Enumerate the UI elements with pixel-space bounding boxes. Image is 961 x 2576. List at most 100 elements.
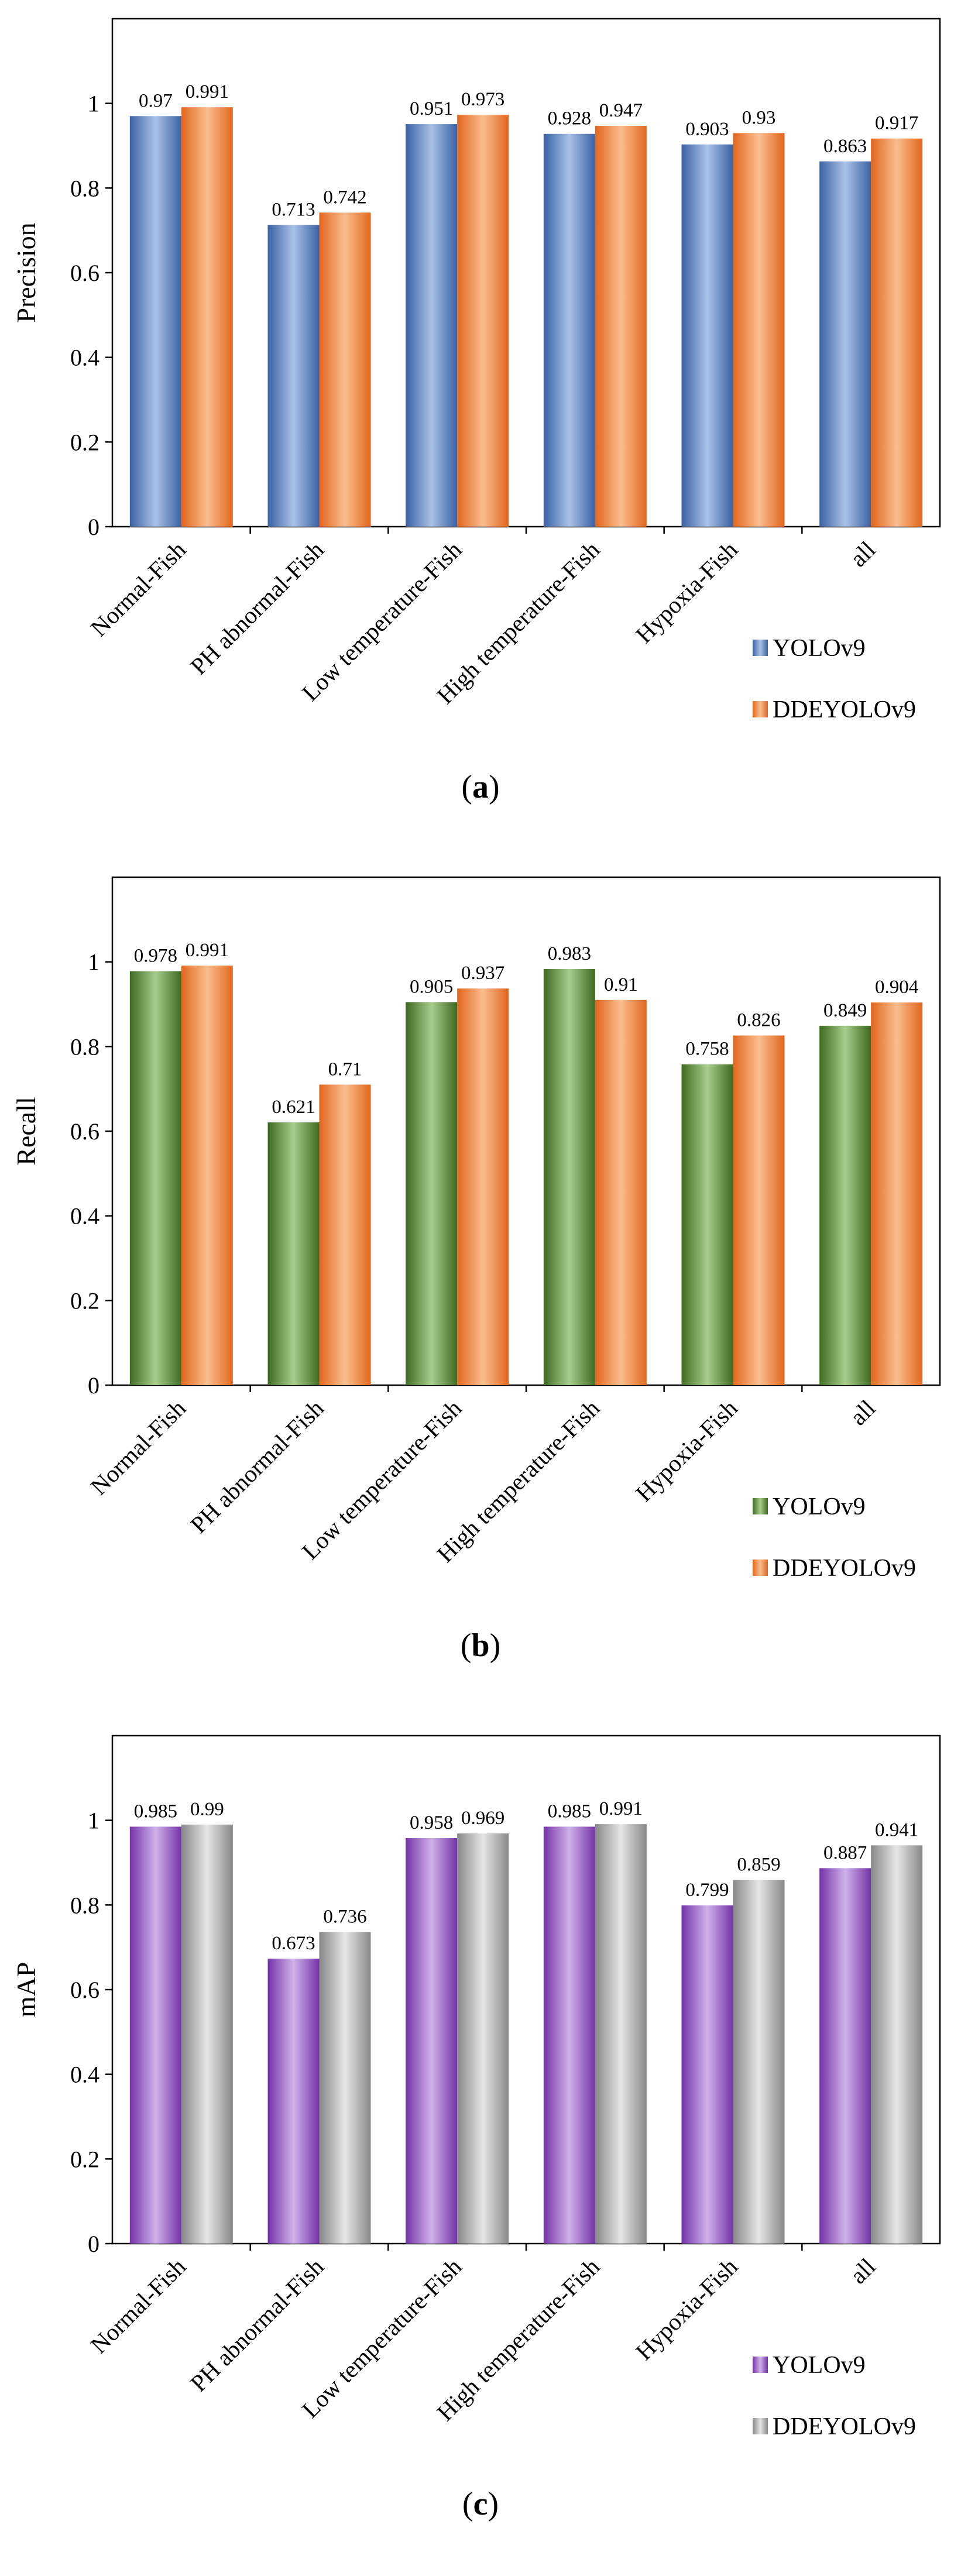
data-label: 0.736 [323, 1907, 366, 1928]
data-label: 0.742 [323, 187, 366, 208]
chart-b: 0 0.2 0.4 0.6 0.8 1 Recall 0.978 0.991 Normal-Fis… [11, 876, 941, 1664]
bar-yolov9-5 [819, 1025, 871, 1385]
data-label: 0.91 [604, 974, 638, 995]
y-tick-label: 1 [88, 91, 99, 117]
bar-yolov9-1 [267, 225, 320, 527]
panel-caption: (a) [461, 769, 499, 805]
data-label: 0.799 [685, 1880, 729, 1901]
bar-yolov9-4 [681, 1905, 733, 2244]
data-label: 0.859 [737, 1854, 780, 1876]
plot-frame [111, 18, 941, 528]
bar-ddeyolov9-0 [181, 107, 233, 527]
bar-yolov9-4 [681, 144, 733, 527]
y-tick-label: 0.8 [70, 175, 99, 201]
data-label: 0.947 [599, 100, 643, 121]
data-label: 0.917 [875, 113, 918, 134]
data-label: 0.973 [461, 89, 504, 110]
bar-ddeyolov9-1 [319, 1084, 371, 1385]
bar-ddeyolov9-2 [457, 1833, 509, 2244]
x-category-label: PH abnormal-Fish [185, 1395, 329, 1538]
y-axis-title: Precision [11, 222, 41, 322]
bar-ddeyolov9-3 [595, 126, 647, 527]
legend-label-yolov9: YOLOv9 [773, 1493, 866, 1520]
bar-yolov9-5 [819, 1868, 871, 2244]
y-tick-label: 0.4 [70, 2062, 99, 2088]
data-label: 0.969 [461, 1808, 504, 1829]
y-axis-title: mAP [11, 1962, 41, 2018]
data-label: 0.905 [410, 976, 453, 997]
bar-ddeyolov9-1 [319, 212, 371, 527]
bar-yolov9-3 [543, 133, 595, 527]
y-tick-label: 0.6 [70, 1118, 99, 1145]
data-label: 0.903 [685, 119, 729, 140]
data-label: 0.951 [410, 98, 453, 119]
y-tick-label: 1 [88, 949, 99, 976]
bar-yolov9-0 [129, 116, 181, 527]
y-tick-label: 1 [88, 1808, 99, 1834]
data-label: 0.887 [823, 1842, 867, 1863]
legend-swatch-ddeyolov9 [753, 2418, 768, 2434]
y-tick-label: 0 [88, 2231, 99, 2257]
plot-frame [111, 1734, 941, 2245]
data-label: 0.978 [134, 946, 177, 967]
data-label: 0.985 [548, 1801, 591, 1822]
x-category-label: PH abnormal-Fish [185, 2253, 329, 2397]
y-tick-label: 0.4 [70, 1203, 99, 1229]
data-label: 0.621 [272, 1097, 315, 1118]
x-category-label: PH abnormal-Fish [185, 536, 329, 680]
legend-label-ddeyolov9: DDEYOLOv9 [773, 1555, 916, 1582]
bar-ddeyolov9-3 [595, 1824, 647, 2244]
bar-yolov9-1 [267, 1959, 320, 2244]
bar-yolov9-3 [543, 968, 595, 1385]
bar-yolov9-3 [543, 1826, 595, 2244]
x-category-label: all [845, 1395, 881, 1431]
legend-label-yolov9: YOLOv9 [773, 2352, 866, 2379]
panel-c: 0 0.2 0.4 0.6 0.8 1 mAP 0.985 0.99 Normal-Fish 0.6… [0, 1717, 961, 2575]
bar-ddeyolov9-0 [181, 966, 233, 1385]
data-label: 0.758 [685, 1039, 729, 1060]
x-category-label: Hypoxia-Fish [630, 1395, 743, 1507]
y-tick-label: 0.8 [70, 1033, 99, 1060]
bar-yolov9-2 [406, 124, 458, 527]
legend-label-ddeyolov9: DDEYOLOv9 [773, 696, 916, 723]
data-label: 0.991 [186, 940, 229, 961]
y-tick-label: 0.6 [70, 260, 99, 286]
data-label: 0.863 [823, 136, 867, 157]
legend-swatch-yolov9 [753, 640, 768, 656]
legend-swatch-yolov9 [753, 1498, 768, 1514]
y-tick-label: 0.2 [70, 1287, 99, 1314]
data-label: 0.958 [410, 1812, 453, 1833]
panel-caption: (c) [462, 2486, 499, 2522]
y-tick-label: 0.2 [70, 2146, 99, 2172]
data-label: 0.97 [139, 90, 173, 111]
bar-yolov9-4 [681, 1064, 733, 1385]
bar-ddeyolov9-5 [871, 138, 923, 527]
bar-ddeyolov9-3 [595, 1000, 647, 1385]
legend-label-yolov9: YOLOv9 [773, 635, 866, 662]
panel-a: 0 0.2 0.4 0.6 0.8 1 Precision 0.97 0.991 Normal-F… [0, 0, 961, 858]
data-label: 0.991 [186, 81, 229, 102]
bar-yolov9-5 [819, 161, 871, 527]
legend-swatch-yolov9 [753, 2357, 768, 2373]
x-category-label: Normal-Fish [85, 536, 191, 642]
y-tick-label: 0.6 [70, 1977, 99, 2003]
y-tick-label: 0 [88, 1372, 99, 1399]
bar-yolov9-1 [267, 1122, 320, 1385]
legend-swatch-ddeyolov9 [753, 701, 768, 717]
data-label: 0.71 [328, 1059, 362, 1080]
data-label: 0.826 [737, 1010, 780, 1031]
data-label: 0.985 [134, 1801, 177, 1822]
data-label: 0.928 [548, 108, 591, 129]
y-tick-label: 0.2 [70, 429, 99, 455]
x-category-label: Hypoxia-Fish [630, 536, 743, 648]
data-label: 0.673 [272, 1933, 315, 1954]
chart-c: 0 0.2 0.4 0.6 0.8 1 mAP 0.985 0.99 Normal-Fish 0.6… [11, 1734, 941, 2522]
bar-ddeyolov9-5 [871, 1845, 923, 2244]
plot-frame [111, 876, 941, 1386]
data-label: 0.713 [272, 199, 315, 220]
data-label: 0.93 [742, 107, 776, 128]
bar-ddeyolov9-4 [733, 1035, 785, 1385]
panel-b: 0 0.2 0.4 0.6 0.8 1 Recall 0.978 0.991 Normal-Fis… [0, 858, 961, 1717]
x-category-label: Normal-Fish [85, 2253, 191, 2359]
data-label: 0.937 [461, 963, 504, 984]
